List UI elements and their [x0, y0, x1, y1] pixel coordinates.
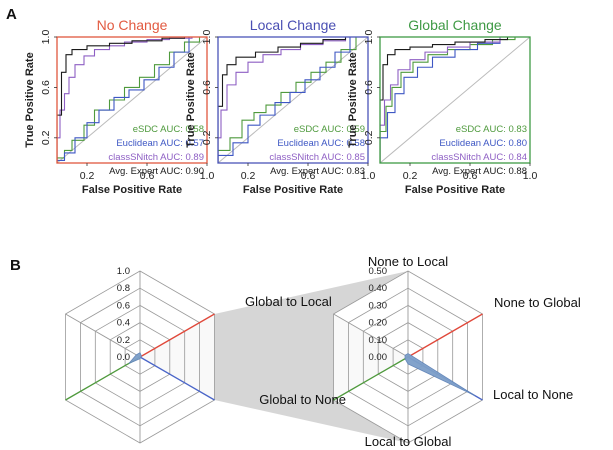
y-axis-label: True Positive Rate — [24, 52, 36, 147]
radar-tick-label: 0.50 — [369, 266, 388, 277]
radar-charts: 1.00.80.60.40.20.00.500.400.300.200.100.… — [65, 254, 581, 449]
x-tick-label: 1.0 — [523, 170, 538, 182]
x-axis-label: False Positive Rate — [82, 184, 182, 196]
roc-series-line — [218, 37, 368, 163]
x-tick-label: 0.6 — [140, 170, 155, 182]
radar-spoke — [65, 356, 141, 401]
roc-chart-2: Local Change eSDC AUC: 0.59 Euclidean AUC:… — [185, 17, 375, 196]
roc-series-line — [380, 37, 530, 163]
roc-frame — [379, 36, 531, 164]
roc-series-line — [380, 37, 530, 163]
radar-tick-label: 0.30 — [369, 300, 388, 311]
radar-spoke — [139, 356, 215, 401]
connector-band — [140, 271, 408, 443]
auc-label: classSNitch AUC: 0.85 — [269, 152, 365, 163]
radar-spoke — [65, 313, 141, 358]
roc-series-line — [57, 37, 207, 163]
radar-spoke — [333, 313, 409, 358]
x-axis-label: False Positive Rate — [405, 184, 505, 196]
x-tick-label: 0.2 — [80, 170, 95, 182]
radar-tick-label: 0.8 — [117, 283, 130, 294]
radar-spoke — [333, 356, 409, 401]
radar-tick-label: 0.10 — [369, 335, 388, 346]
roc-series-line — [57, 37, 207, 163]
auc-label: Euclidean AUC: 0.57 — [116, 138, 204, 149]
roc-diagonal — [218, 37, 368, 163]
radar-axis-label: Local to None — [493, 387, 573, 402]
radar-axis-label: Global to None — [259, 392, 346, 407]
auc-label: classSNitch AUC: 0.84 — [431, 152, 527, 163]
radar-tick-label: 0.4 — [117, 318, 130, 329]
radar-tick-label: 0.40 — [369, 283, 388, 294]
roc-frame — [56, 36, 208, 164]
y-axis-label: True Positive Rate — [185, 52, 197, 147]
y-axis-label: True Positive Rate — [347, 52, 359, 147]
roc-series-line — [380, 37, 530, 163]
x-tick-label: 1.0 — [361, 170, 376, 182]
radar-tick-label: 1.0 — [117, 266, 130, 277]
radar-tick-label: 0.00 — [369, 352, 388, 363]
x-tick-label: 0.6 — [463, 170, 478, 182]
auc-label: eSDC AUC: 0.83 — [456, 124, 527, 135]
radar-chart-2: 0.50 0.40 0.30 0.20 0.10 0.00 — [333, 266, 483, 444]
radar-spoke — [407, 313, 483, 358]
y-tick-label: 1.0 — [40, 30, 52, 45]
x-tick-label: 0.2 — [241, 170, 256, 182]
roc-title: No Change — [97, 17, 168, 33]
auc-label: Avg. Expert AUC: 0.90 — [109, 166, 204, 177]
y-tick-label: 1.0 — [363, 30, 375, 45]
radar-data-area — [404, 353, 476, 397]
roc-charts: No Change eSDC AUC: 0.58 Euclidean AUC: 0.… — [24, 17, 537, 196]
auc-label: Avg. Expert AUC: 0.83 — [270, 166, 365, 177]
radar-axis-label: Local to Global — [365, 434, 452, 449]
y-tick-label: 0.6 — [40, 80, 52, 95]
x-axis-label: False Positive Rate — [243, 184, 343, 196]
y-tick-label: 0.2 — [40, 130, 52, 145]
panel-a-letter: A — [6, 6, 17, 23]
x-tick-label: 0.6 — [301, 170, 316, 182]
roc-frame — [217, 36, 369, 164]
y-tick-label: 1.0 — [201, 30, 213, 45]
radar-axis-label: None to Global — [494, 295, 581, 310]
panel-b-letter: B — [10, 257, 21, 274]
radar-tick-label: 0.20 — [369, 318, 388, 329]
auc-label: Euclidean AUC: 0.58 — [277, 138, 365, 149]
radar-tick-label: 0.6 — [117, 300, 130, 311]
roc-diagonal — [380, 37, 530, 163]
roc-series-line — [57, 37, 207, 163]
roc-chart-3: Global Change eSDC AUC: 0.83 Euclidean AUC… — [347, 17, 537, 196]
auc-label: classSNitch AUC: 0.89 — [108, 152, 204, 163]
y-tick-label: 0.6 — [201, 80, 213, 95]
roc-series-line — [218, 37, 368, 163]
radar-chart-1: 1.0 0.8 0.6 0.4 0.2 0.0 — [65, 266, 215, 444]
y-tick-label: 0.6 — [363, 80, 375, 95]
auc-label: Euclidean AUC: 0.80 — [439, 138, 527, 149]
auc-label: eSDC AUC: 0.59 — [294, 124, 365, 135]
radar-tick-label: 0.0 — [117, 352, 130, 363]
roc-series-line — [218, 37, 368, 163]
y-tick-label: 0.2 — [363, 130, 375, 145]
x-tick-label: 1.0 — [200, 170, 215, 182]
radar-axis-label: Global to Local — [245, 294, 332, 309]
radar-tick-label: 0.2 — [117, 335, 130, 346]
roc-diagonal — [57, 37, 207, 163]
auc-label: eSDC AUC: 0.58 — [133, 124, 204, 135]
radar-axis-label: None to Local — [368, 254, 448, 269]
radar-data-area — [128, 352, 142, 364]
auc-label: Avg. Expert AUC: 0.88 — [432, 166, 527, 177]
x-tick-label: 0.2 — [403, 170, 418, 182]
roc-chart-1: No Change eSDC AUC: 0.58 Euclidean AUC: 0.… — [24, 17, 214, 196]
roc-title: Local Change — [250, 17, 337, 33]
radar-spoke — [139, 313, 215, 358]
roc-title: Global Change — [408, 17, 502, 33]
y-tick-label: 0.2 — [201, 130, 213, 145]
